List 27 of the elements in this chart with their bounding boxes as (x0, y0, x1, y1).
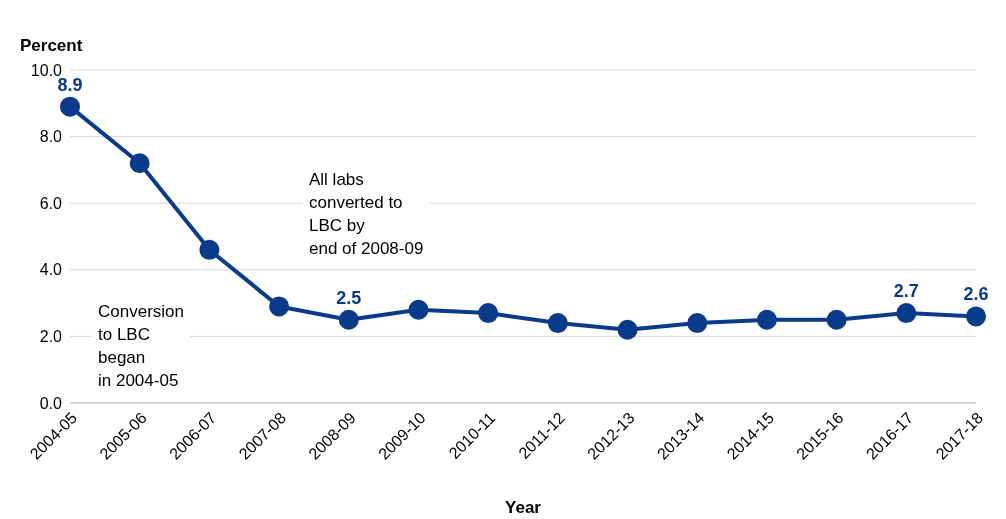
point (269, 296, 290, 317)
y-tick-label: 4.0 (39, 261, 63, 279)
point (896, 303, 917, 324)
y-tick-label: 8.0 (39, 128, 63, 146)
annotation: Conversion to LBC began in 2004-05 (92, 298, 190, 394)
point (129, 153, 150, 174)
x-axis-title: Year (505, 498, 542, 517)
y-axis-title: Percent (20, 36, 83, 56)
y-tick-label: 0.0 (39, 394, 63, 412)
y-tick-label: 6.0 (39, 194, 63, 212)
point (478, 303, 499, 324)
point (60, 96, 80, 117)
data-label: 2.5 (336, 287, 362, 308)
annotation: All labs converted to LBC by end of 2008-09 (303, 166, 430, 262)
point (547, 313, 568, 334)
data-label: 2.7 (893, 281, 919, 302)
point (966, 306, 986, 327)
data-label: 2.6 (963, 284, 989, 305)
point (687, 313, 708, 334)
y-tick-label: 2.0 (39, 328, 63, 346)
point (338, 309, 359, 330)
y-tick-label: 10.0 (30, 61, 63, 79)
point (199, 239, 220, 260)
point (617, 319, 638, 340)
point (408, 299, 429, 320)
point (826, 309, 847, 330)
point (756, 309, 777, 330)
